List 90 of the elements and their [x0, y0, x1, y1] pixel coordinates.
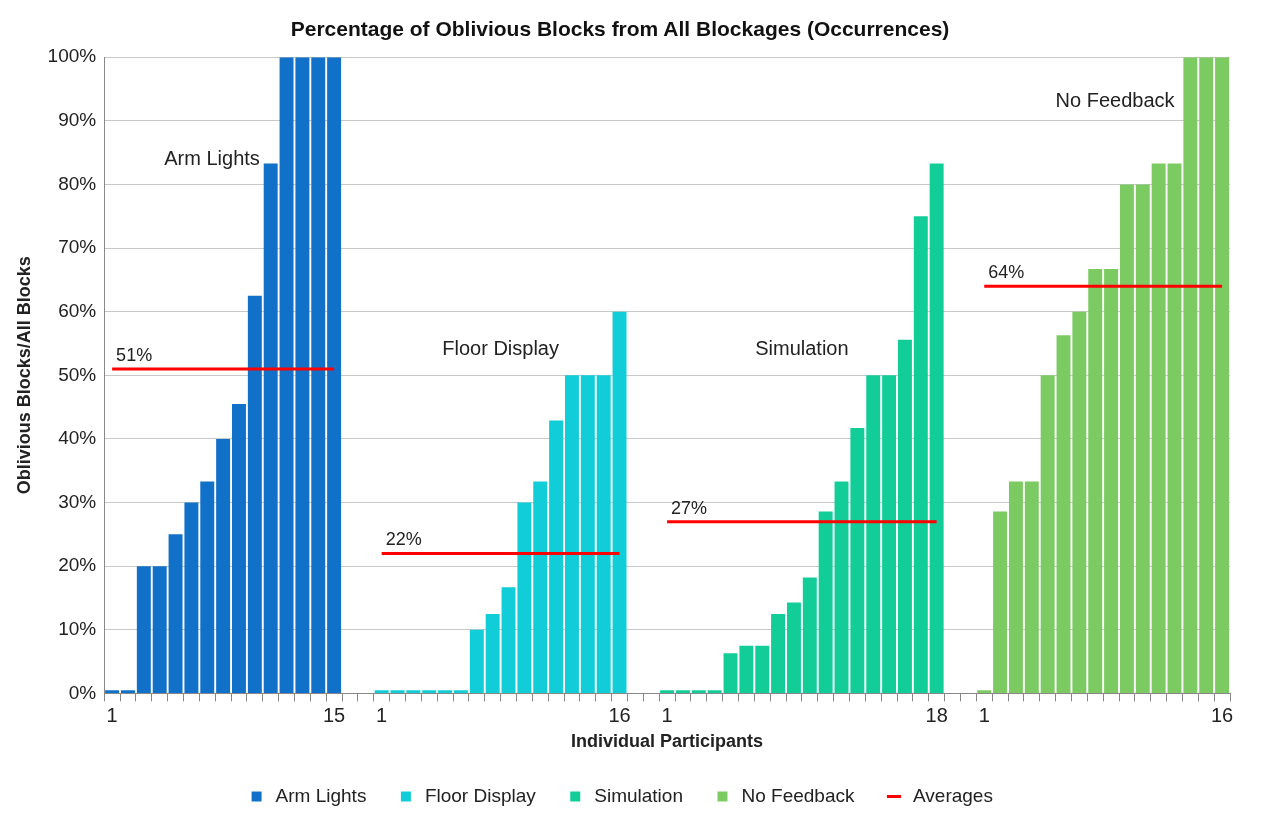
x-tick-label: 1: [106, 703, 118, 726]
bar: [216, 438, 231, 693]
annotation: Simulation: [755, 337, 849, 360]
bar: [707, 690, 722, 693]
bar: [1119, 184, 1134, 693]
bar: [818, 511, 833, 693]
bar: [596, 375, 611, 693]
annotation: Floor Display: [442, 337, 559, 360]
y-tick-label: 10%: [58, 618, 97, 640]
bar: [1151, 163, 1166, 693]
bar: [755, 645, 770, 693]
bar: [1040, 375, 1055, 693]
bar: [485, 613, 500, 693]
y-tick-label: 70%: [58, 236, 97, 258]
bar: [897, 339, 912, 693]
x-tick-label: 1: [978, 703, 990, 726]
x-tick-label: 1: [661, 703, 673, 726]
bar: [1024, 481, 1039, 693]
bar: [1183, 57, 1198, 693]
bar: [771, 613, 786, 693]
bar: [882, 375, 897, 693]
data-label: 64%: [988, 262, 1025, 283]
y-tick-label: 60%: [58, 299, 97, 321]
legend-label: Floor Display: [424, 784, 537, 806]
bar: [1008, 481, 1023, 693]
data-label: 22%: [385, 529, 422, 550]
y-tick-label: 40%: [58, 427, 97, 449]
bar: [929, 163, 944, 693]
bar: [1088, 269, 1103, 693]
bar: [1072, 311, 1087, 693]
y-tick-label: 80%: [58, 172, 97, 194]
legend-label: Arm Lights: [275, 784, 367, 806]
bar: [993, 511, 1008, 693]
data-label: 51%: [116, 344, 153, 365]
y-tick-label: 20%: [58, 554, 97, 576]
bar: [453, 690, 468, 693]
bar: [1056, 335, 1071, 693]
bar: [469, 629, 484, 693]
y-tick-label: 100%: [47, 45, 97, 67]
bar: [675, 690, 690, 693]
y-tick-label: 30%: [58, 490, 97, 512]
bar: [121, 690, 135, 693]
bar: [1135, 184, 1150, 693]
chart-title: Percentage of Oblivious Blocks from All Blockages (Occurrences): [290, 17, 950, 41]
bar: [105, 690, 120, 693]
legend-label: No Feedback: [741, 784, 855, 806]
legend-label: Averages: [912, 784, 993, 806]
bar: [1167, 163, 1182, 693]
legend-label: Simulation: [594, 784, 683, 806]
bar: [802, 577, 817, 693]
bar: [612, 311, 627, 693]
x-tick-label: 18: [925, 703, 948, 726]
bar: [691, 690, 706, 693]
bar: [136, 566, 151, 693]
bar: [977, 690, 992, 693]
bar: [660, 690, 675, 693]
bar: [311, 57, 326, 693]
bar: [438, 690, 453, 693]
x-tick-label: 1: [376, 703, 388, 726]
x-axis-title: Individual Participants: [571, 731, 764, 752]
bar: [866, 375, 881, 693]
bar: [834, 481, 849, 693]
x-tick-label: 16: [608, 703, 631, 726]
annotation: No Feedback: [1055, 89, 1176, 112]
y-axis-title: Oblivious Blocks/All Blocks: [13, 256, 34, 495]
y-tick-label: 90%: [58, 109, 97, 131]
bar: [913, 216, 928, 693]
bar: [533, 481, 548, 693]
x-tick-label: 16: [1210, 703, 1234, 726]
bar: [1215, 57, 1230, 693]
data-label: 27%: [671, 497, 708, 518]
bar: [152, 566, 167, 693]
annotation: Arm Lights: [164, 146, 260, 169]
bar: [564, 375, 579, 693]
bar: [374, 690, 389, 693]
bar: [247, 295, 262, 693]
bar: [263, 163, 278, 693]
bar: [1199, 57, 1214, 693]
bar: [549, 420, 564, 693]
y-tick-label: 50%: [58, 363, 97, 385]
bar: [232, 403, 246, 693]
y-tick-label: 0%: [68, 681, 97, 703]
bar: [422, 690, 437, 693]
bar: [580, 375, 595, 693]
x-tick-label: 15: [322, 703, 346, 726]
bar: [850, 428, 865, 693]
bar: [327, 57, 342, 693]
bar: [200, 481, 215, 693]
bar: [1104, 269, 1119, 693]
bar: [786, 602, 801, 693]
